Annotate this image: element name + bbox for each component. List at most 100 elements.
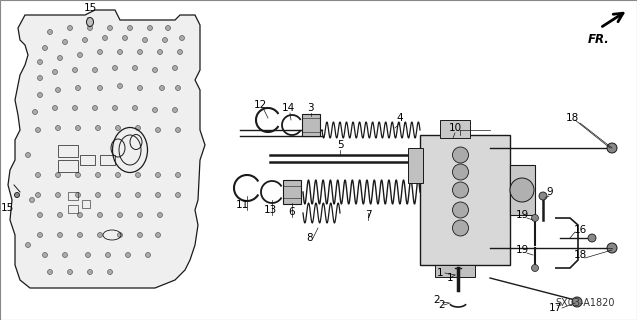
Circle shape <box>145 252 150 258</box>
Text: 12: 12 <box>254 100 267 110</box>
Bar <box>408 148 423 183</box>
Polygon shape <box>8 10 205 288</box>
Circle shape <box>180 36 185 41</box>
Circle shape <box>132 106 138 110</box>
Text: 2: 2 <box>439 300 445 310</box>
Circle shape <box>36 172 41 178</box>
Circle shape <box>78 52 83 58</box>
Bar <box>58 160 78 172</box>
Text: 15: 15 <box>1 203 13 213</box>
Bar <box>420 135 510 265</box>
Circle shape <box>607 143 617 153</box>
Text: 15: 15 <box>83 3 97 13</box>
Text: 19: 19 <box>515 245 529 255</box>
Circle shape <box>68 26 73 30</box>
Circle shape <box>83 37 87 43</box>
Circle shape <box>127 26 132 30</box>
Circle shape <box>73 68 78 73</box>
Circle shape <box>138 212 143 218</box>
Circle shape <box>132 66 138 70</box>
Bar <box>435 265 475 277</box>
Circle shape <box>57 55 62 60</box>
Circle shape <box>152 108 157 113</box>
Text: 9: 9 <box>547 187 554 197</box>
Circle shape <box>38 60 43 65</box>
Circle shape <box>55 87 61 92</box>
Bar <box>68 205 78 213</box>
Circle shape <box>96 172 101 178</box>
Bar <box>302 114 320 136</box>
Circle shape <box>96 193 101 197</box>
Circle shape <box>76 85 80 91</box>
Text: 17: 17 <box>548 303 562 313</box>
Circle shape <box>138 233 143 237</box>
Circle shape <box>176 172 180 178</box>
Circle shape <box>152 68 157 73</box>
Circle shape <box>78 233 83 237</box>
Circle shape <box>138 50 143 54</box>
Circle shape <box>32 109 38 115</box>
Circle shape <box>136 172 141 178</box>
Circle shape <box>29 197 34 203</box>
Bar <box>58 145 78 157</box>
Bar <box>68 192 78 200</box>
Text: FR.: FR. <box>588 33 610 46</box>
Text: 11: 11 <box>236 200 248 210</box>
Circle shape <box>122 36 127 41</box>
Circle shape <box>115 193 120 197</box>
Circle shape <box>607 243 617 253</box>
Text: 1: 1 <box>437 268 443 278</box>
Text: 8: 8 <box>306 233 313 243</box>
Circle shape <box>159 85 164 91</box>
Circle shape <box>38 92 43 98</box>
Text: 10: 10 <box>448 123 462 133</box>
Circle shape <box>25 243 31 247</box>
Circle shape <box>148 26 152 30</box>
Circle shape <box>176 127 180 132</box>
Circle shape <box>78 212 83 218</box>
Circle shape <box>38 212 43 218</box>
Circle shape <box>55 193 61 197</box>
Circle shape <box>115 125 120 131</box>
Circle shape <box>25 153 31 157</box>
Circle shape <box>55 172 61 178</box>
Circle shape <box>155 193 161 197</box>
Circle shape <box>117 233 122 237</box>
Ellipse shape <box>87 18 94 27</box>
Circle shape <box>510 178 534 202</box>
Circle shape <box>48 269 52 275</box>
Circle shape <box>452 182 468 198</box>
Circle shape <box>106 252 110 258</box>
Circle shape <box>113 106 117 110</box>
Circle shape <box>73 106 78 110</box>
Circle shape <box>136 125 141 131</box>
Text: 6: 6 <box>289 207 296 217</box>
Circle shape <box>178 50 182 54</box>
Circle shape <box>155 172 161 178</box>
Circle shape <box>166 26 171 30</box>
Circle shape <box>76 172 80 178</box>
Circle shape <box>76 125 80 131</box>
Circle shape <box>68 269 73 275</box>
Circle shape <box>531 214 538 221</box>
Text: 18: 18 <box>573 250 587 260</box>
Text: 18: 18 <box>566 113 578 123</box>
Circle shape <box>138 85 143 91</box>
Circle shape <box>452 164 468 180</box>
Circle shape <box>38 233 43 237</box>
Bar <box>510 165 535 215</box>
Circle shape <box>452 220 468 236</box>
Circle shape <box>539 192 547 200</box>
Text: 4: 4 <box>397 113 403 123</box>
Circle shape <box>55 125 61 131</box>
Circle shape <box>452 202 468 218</box>
Circle shape <box>97 85 103 91</box>
Text: 5: 5 <box>337 140 343 150</box>
Circle shape <box>36 193 41 197</box>
Text: 3: 3 <box>306 103 313 113</box>
Circle shape <box>157 212 162 218</box>
Circle shape <box>155 127 161 132</box>
Bar <box>80 155 95 165</box>
Bar <box>440 120 470 138</box>
Circle shape <box>103 36 108 41</box>
